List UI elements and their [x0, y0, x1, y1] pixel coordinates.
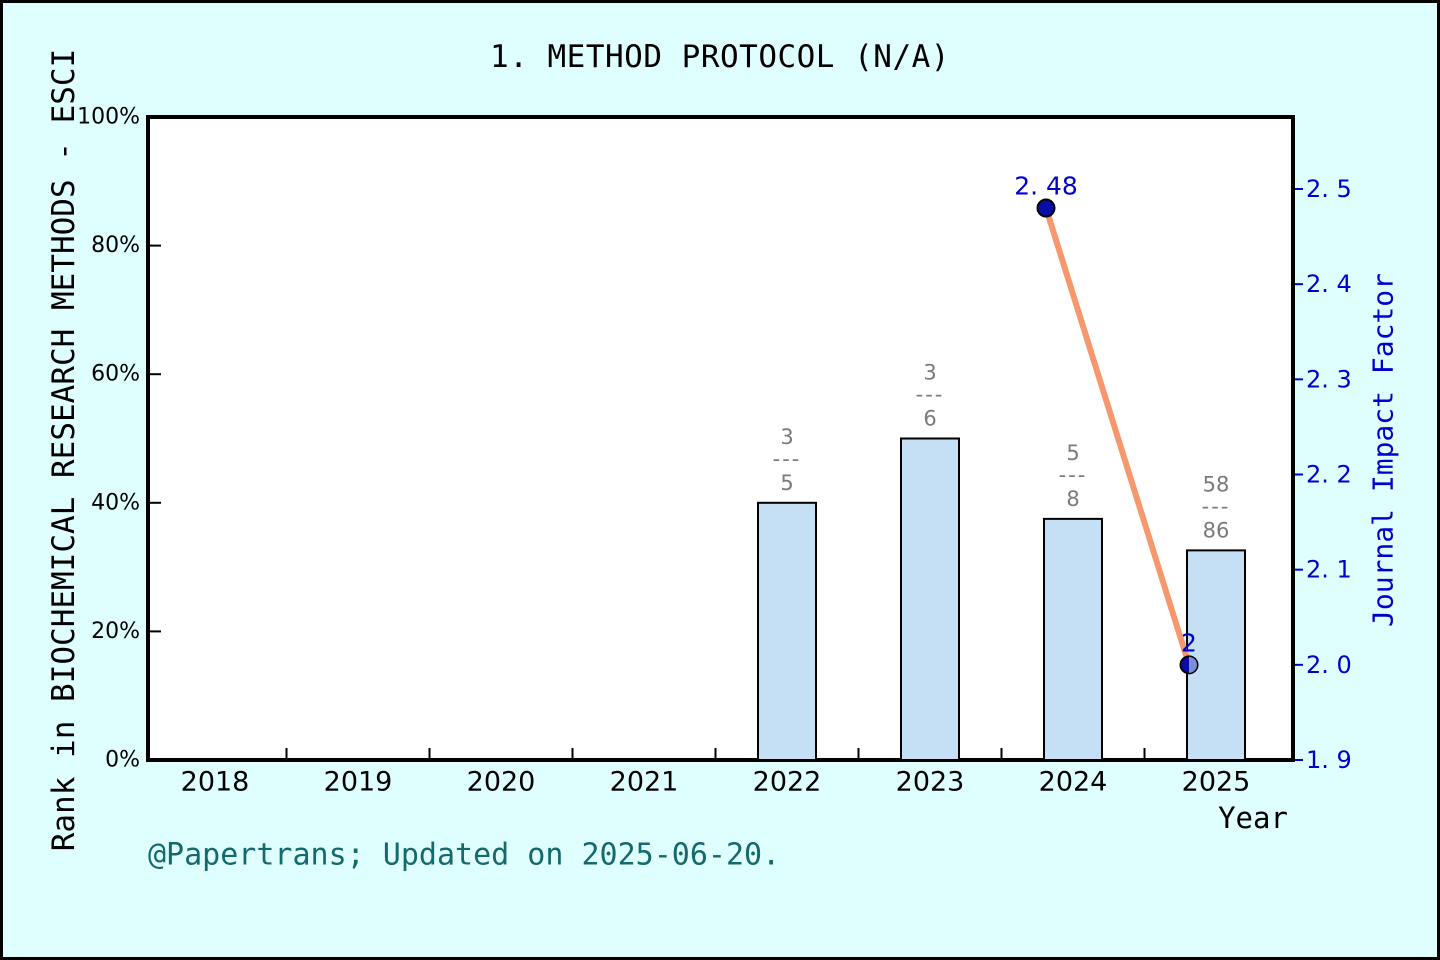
bar-label-divider-2024: --- [1059, 463, 1088, 487]
x-tick-label-2018: 2018 [181, 767, 250, 798]
impact-factor-value-label-2025: 2 [1181, 628, 1197, 657]
left-axis-label: Rank in BIOCHEMICAL RESEARCH METHODS - E… [46, 48, 82, 852]
bar-label-rank-2024: 5 [1066, 441, 1079, 465]
x-tick-label-2020: 2020 [467, 767, 536, 798]
y-right-tick-label: 2. 2 [1306, 461, 1352, 489]
right-axis-label: Journal Impact Factor [1366, 272, 1400, 628]
y-right-tick-label: 2. 3 [1306, 365, 1352, 393]
x-tick-label-2021: 2021 [610, 767, 679, 798]
x-tick-label-2025: 2025 [1182, 767, 1251, 798]
y-right-tick-label: 2. 4 [1306, 270, 1352, 298]
y-right-tick-label: 2. 5 [1306, 175, 1352, 203]
impact-factor-value-label-2024: 2. 48 [1014, 172, 1078, 201]
bar-label-total-2023: 6 [923, 407, 936, 431]
y-right-tick-label: 2. 1 [1306, 556, 1352, 584]
credit-text: @Papertrans; Updated on 2025-06-20. [148, 837, 781, 873]
y-left-tick-label: 20% [91, 619, 140, 644]
chart-title: 1. METHOD PROTOCOL (N/A) [490, 39, 950, 75]
bar-2024 [1043, 517, 1103, 761]
bar-2025 [1186, 549, 1246, 762]
y-left-tick-label: 80% [91, 233, 140, 258]
impact-factor-point-overlay [1189, 656, 1197, 673]
bar-label-total-2022: 5 [780, 471, 793, 495]
y-left-tick-label: 40% [91, 490, 140, 515]
x-tick-label-2024: 2024 [1039, 767, 1108, 798]
impact-factor-point-2024 [1036, 198, 1056, 218]
x-tick-label-2023: 2023 [896, 767, 965, 798]
y-left-tick-label: 60% [91, 362, 140, 387]
bar-label-divider-2022: --- [773, 447, 802, 471]
bar-2023 [900, 437, 960, 761]
bar-2022 [757, 501, 817, 761]
impact-factor-line [1043, 205, 1192, 668]
y-right-tick-label: 1. 9 [1306, 746, 1352, 774]
bar-label-divider-2025: --- [1202, 494, 1231, 518]
bar-label-rank-2022: 3 [780, 425, 793, 449]
bar-label-total-2024: 8 [1066, 487, 1079, 511]
bar-label-divider-2023: --- [916, 383, 945, 407]
x-axis-label: Year [1218, 801, 1288, 835]
y-right-tick-label: 2. 0 [1306, 651, 1352, 679]
x-tick-label-2022: 2022 [753, 767, 822, 798]
bar-label-rank-2023: 3 [923, 361, 936, 385]
y-left-tick-label: 0% [105, 748, 140, 773]
bar-label-total-2025: 86 [1203, 518, 1230, 542]
bar-label-rank-2025: 58 [1203, 472, 1230, 496]
x-tick-label-2019: 2019 [324, 767, 393, 798]
y-left-tick-label: 100% [77, 105, 140, 130]
